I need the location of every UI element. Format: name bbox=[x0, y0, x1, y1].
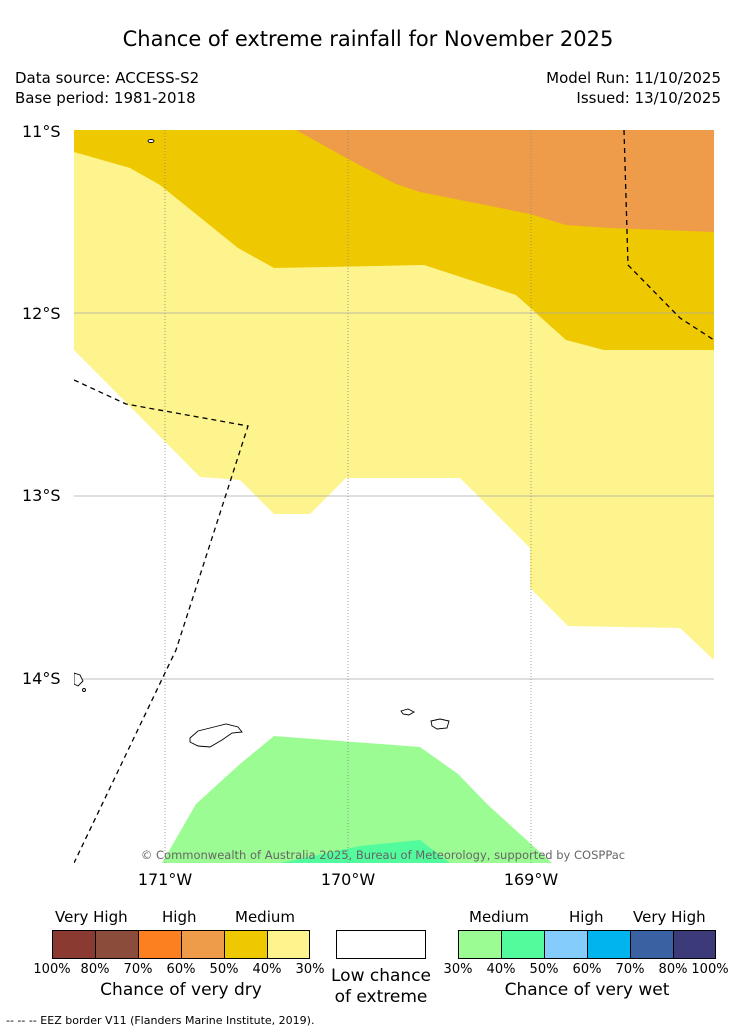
data-source: Data source: ACCESS-S2 bbox=[15, 69, 200, 87]
legend-dry-medium: Medium bbox=[235, 908, 295, 926]
island-west-islet bbox=[82, 688, 86, 692]
wet-pct-100: 100% bbox=[691, 962, 729, 977]
eez-border-east bbox=[623, 130, 714, 341]
island-west-edge bbox=[74, 672, 84, 687]
lon-gridlines bbox=[164, 130, 532, 863]
dry-pct-60: 60% bbox=[166, 962, 196, 977]
wet-swatch-40-50 bbox=[502, 931, 545, 958]
lon-label-171w: 171°W bbox=[137, 870, 193, 889]
dry-pct-70: 70% bbox=[123, 962, 153, 977]
dry-swatch-30-40 bbox=[268, 931, 309, 958]
dry-swatch-70-80 bbox=[96, 931, 139, 958]
wet-pct-30: 30% bbox=[443, 962, 473, 977]
wet-swatch-70-80 bbox=[631, 931, 674, 958]
wet-colorbar bbox=[458, 930, 716, 959]
low-chance-swatch bbox=[336, 930, 426, 959]
low-chance-line1: Low chance bbox=[331, 966, 431, 986]
dry-pct-100: 100% bbox=[33, 962, 71, 977]
dry-pct-40: 40% bbox=[252, 962, 282, 977]
region-dry-50-60 bbox=[296, 130, 714, 232]
eez-border-west bbox=[74, 379, 249, 863]
island-tau bbox=[430, 718, 450, 730]
lon-label-170w: 170°W bbox=[320, 870, 376, 889]
lat-label-14s: 14°S bbox=[22, 669, 61, 688]
lon-label-169w: 169°W bbox=[503, 870, 559, 889]
wet-swatch-50-60 bbox=[545, 931, 588, 958]
model-run: Model Run: 11/10/2025 bbox=[546, 69, 721, 87]
dry-colorbar bbox=[52, 930, 310, 959]
wet-pct-80: 80% bbox=[658, 962, 688, 977]
lat-label-11s: 11°S bbox=[22, 122, 61, 141]
copyright-text: © Commonwealth of Australia 2025, Bureau… bbox=[140, 848, 626, 862]
region-medium-wet bbox=[162, 736, 552, 863]
base-period: Base period: 1981-2018 bbox=[15, 89, 196, 107]
island-ofu bbox=[400, 708, 415, 716]
legend-wet-title: Chance of very wet bbox=[504, 980, 670, 1000]
island-small-north bbox=[147, 139, 155, 143]
dry-pct-80: 80% bbox=[80, 962, 110, 977]
issued-date: Issued: 13/10/2025 bbox=[576, 89, 721, 107]
low-chance-line2: of extreme bbox=[334, 987, 428, 1007]
wet-pct-60: 60% bbox=[572, 962, 602, 977]
islands bbox=[74, 139, 450, 748]
dry-pct-30: 30% bbox=[295, 962, 325, 977]
wet-swatch-30-40 bbox=[459, 931, 502, 958]
island-tutuila bbox=[189, 723, 243, 748]
wet-pct-70: 70% bbox=[615, 962, 645, 977]
legend-wet-high: High bbox=[569, 908, 604, 926]
dry-swatch-80-100 bbox=[53, 931, 96, 958]
meta-left: Data source: ACCESS-S2 Base period: 1981… bbox=[15, 68, 199, 108]
eez-borders bbox=[74, 130, 714, 863]
lat-gridlines bbox=[74, 312, 714, 680]
legend-dry-title: Chance of very dry bbox=[100, 980, 262, 1000]
wet-pct-40: 40% bbox=[486, 962, 516, 977]
legend-dry-high: High bbox=[162, 908, 197, 926]
map-title: Chance of extreme rainfall for November … bbox=[122, 27, 614, 51]
lat-label-13s: 13°S bbox=[22, 486, 61, 505]
wet-swatch-60-70 bbox=[588, 931, 631, 958]
dry-pct-50: 50% bbox=[209, 962, 239, 977]
map-area bbox=[74, 130, 714, 863]
meta-right: Model Run: 11/10/2025 Issued: 13/10/2025 bbox=[546, 68, 721, 108]
legend-dry-very-high: Very High bbox=[55, 908, 128, 926]
legend-wet-medium: Medium bbox=[469, 908, 529, 926]
wet-swatch-80-100 bbox=[674, 931, 715, 958]
region-wet-40-50 bbox=[280, 840, 450, 863]
lat-label-12s: 12°S bbox=[22, 304, 61, 323]
dry-swatch-50-60 bbox=[182, 931, 225, 958]
legend-wet-very-high: Very High bbox=[633, 908, 706, 926]
legend-low-chance: Low chance of extreme bbox=[320, 966, 442, 1008]
wet-pct-50: 50% bbox=[529, 962, 559, 977]
eez-footnote: -- -- -- EEZ border V11 (Flanders Marine… bbox=[6, 1014, 315, 1027]
dry-swatch-40-50 bbox=[225, 931, 268, 958]
dry-swatch-60-70 bbox=[139, 931, 182, 958]
